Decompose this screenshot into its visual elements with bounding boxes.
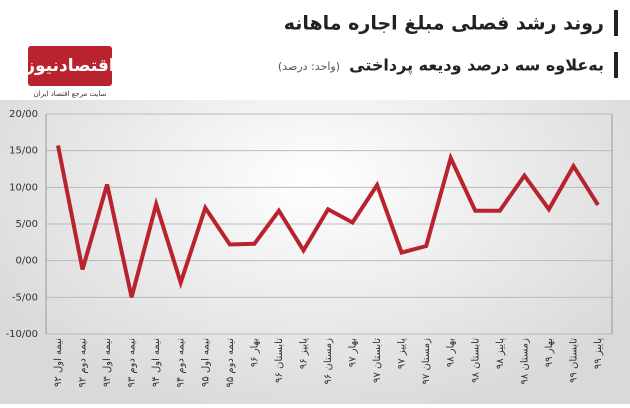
chart-title: روند رشد فصلی مبلغ اجاره ماهانه: [284, 13, 604, 35]
x-tick-label: نیمه دوم ۹۳: [127, 338, 138, 388]
x-tick-label: نیمه اول ۹۵: [200, 338, 211, 387]
logo-tagline: سایت مرجع اقتصاد ایران: [34, 90, 107, 98]
y-tick-label: -5/00: [12, 292, 38, 303]
x-tick-label: نیمه اول ۹۳: [102, 338, 113, 387]
chart-subtitle: به‌علاوه سه درصد ودیعه پرداختی: [349, 56, 604, 76]
x-tick-label: تابستان ۹۷: [372, 338, 383, 383]
x-tick-label: نیمه اول ۹۴: [151, 338, 162, 387]
data-line: [56, 145, 600, 298]
x-tick-label: تابستان ۹۸: [470, 338, 481, 383]
y-tick-label: -10/00: [6, 329, 38, 340]
unit-note: (واحد: درصد): [278, 60, 340, 73]
x-tick-label: نیمه دوم ۹۲: [78, 338, 89, 388]
x-tick-label: زمستان ۹۸: [519, 338, 530, 385]
x-tick-label: نیمه اول ۹۲: [53, 338, 64, 387]
subtitle-bar: [614, 52, 618, 78]
logo-text: اقتصادنیوز: [24, 56, 115, 76]
x-tick-label: پاییز ۹۷: [397, 338, 408, 369]
logo-box: [28, 46, 112, 86]
x-tick-label: پاییز ۹۸: [495, 338, 506, 369]
y-tick-label: 10/00: [9, 182, 38, 193]
x-tick-label: نیمه دوم ۹۵: [225, 338, 236, 388]
x-tick-label: نیمه دوم ۹۴: [176, 338, 187, 388]
y-tick-label: 15/00: [9, 146, 38, 157]
x-tick-label: پاییز ۹۶: [298, 338, 309, 369]
x-tick-label: بهار ۹۶: [249, 338, 260, 367]
x-tick-label: پاییز ۹۹: [593, 338, 604, 369]
y-tick-label: 0/00: [16, 256, 38, 267]
x-tick-label: تابستان ۹۹: [568, 338, 579, 383]
x-tick-label: زمستان ۹۷: [421, 338, 432, 385]
y-tick-label: 5/00: [16, 219, 38, 230]
x-tick-label: زمستان ۹۶: [323, 338, 334, 385]
x-tick-label: بهار ۹۸: [446, 338, 457, 367]
x-tick-label: بهار ۹۷: [348, 338, 359, 367]
y-tick-label: 20/00: [9, 109, 38, 120]
title-bar: [614, 10, 618, 36]
x-tick-label: تابستان ۹۶: [274, 338, 285, 383]
x-tick-label: بهار ۹۹: [544, 338, 555, 367]
